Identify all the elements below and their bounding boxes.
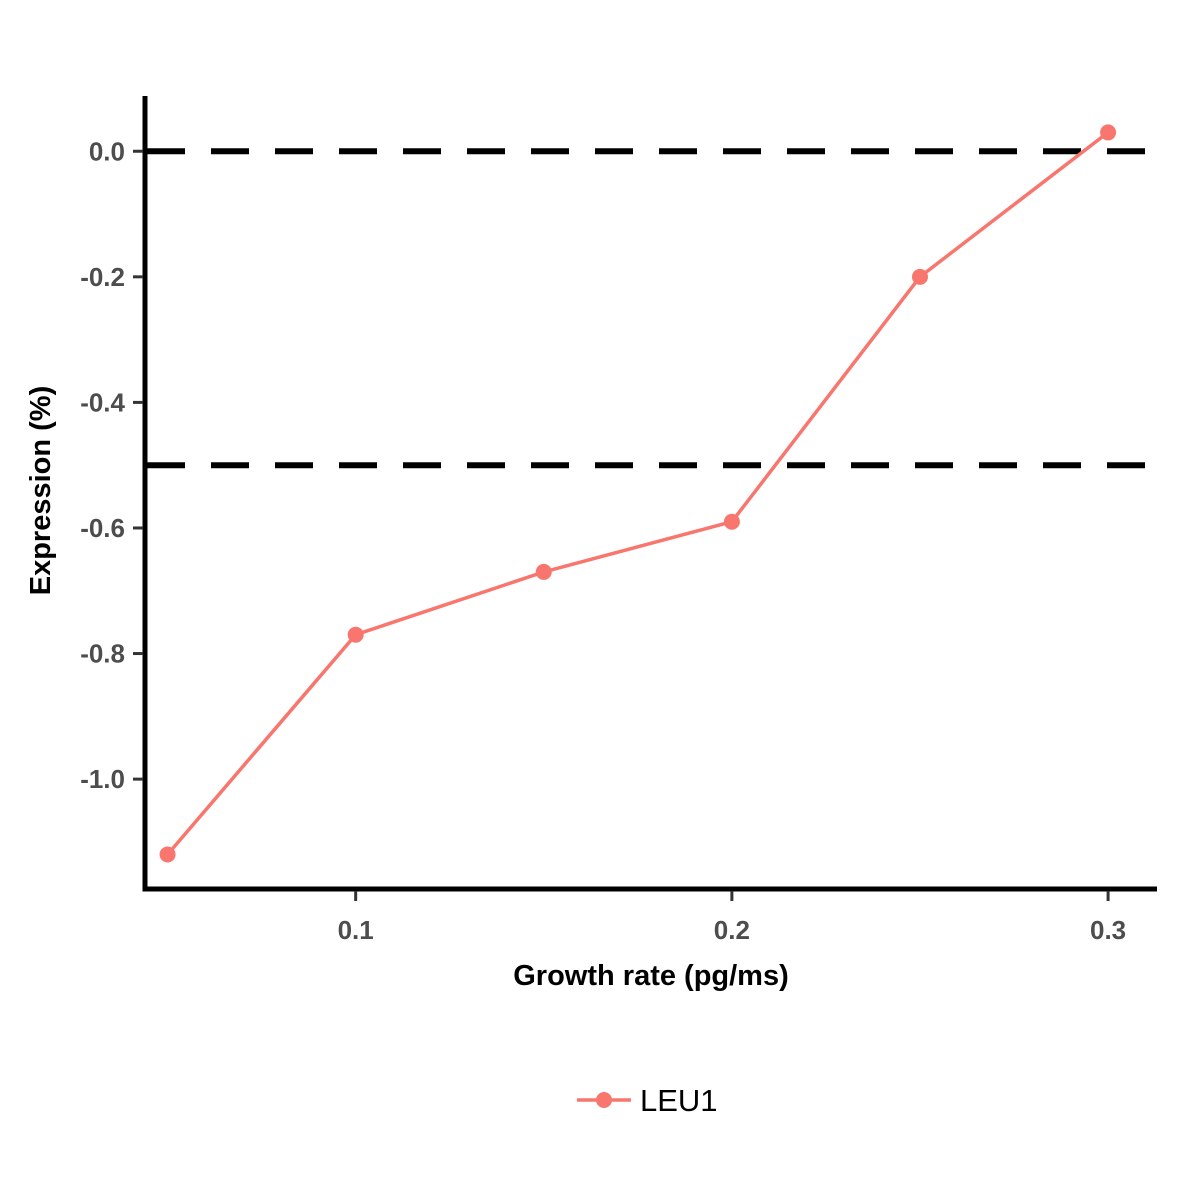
axes	[142, 96, 1157, 892]
y-tick-label: -1.0	[80, 764, 125, 794]
x-tick-label: 0.3	[1090, 915, 1126, 945]
x-axis-ticks: 0.1 0.2 0.3	[338, 891, 1126, 945]
data-point	[159, 846, 176, 863]
series-line-LEU1	[166, 131, 1110, 856]
data-point	[347, 626, 364, 643]
x-tick-label: 0.1	[338, 915, 374, 945]
series-layer	[159, 124, 1117, 863]
y-tick-label: -0.2	[80, 262, 125, 292]
x-tick-label: 0.2	[714, 915, 750, 945]
data-point	[723, 513, 740, 530]
data-point	[911, 268, 928, 285]
legend: LEU1	[577, 1083, 718, 1118]
data-point	[1100, 124, 1117, 141]
data-point	[535, 563, 552, 580]
y-axis-ticks: 0.0 -0.2 -0.4 -0.6 -0.8 -1.0	[80, 136, 143, 794]
y-tick-label: -0.6	[80, 513, 125, 543]
y-tick-label: 0.0	[89, 136, 125, 166]
x-axis-title: Growth rate (pg/ms)	[513, 960, 789, 992]
y-axis-title: Expression (%)	[25, 386, 57, 596]
y-tick-label: -0.4	[80, 387, 125, 417]
legend-label: LEU1	[640, 1083, 718, 1118]
legend-key-point	[596, 1092, 612, 1108]
y-tick-label: -0.8	[80, 639, 125, 669]
reference-lines	[147, 148, 1157, 469]
